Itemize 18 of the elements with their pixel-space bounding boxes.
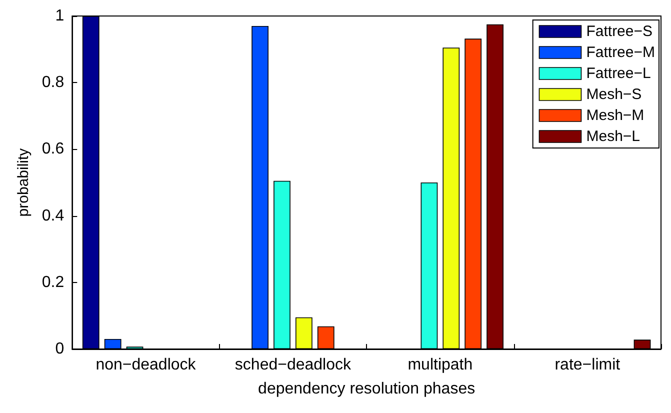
x-tick-label: non−deadlock [96,356,197,374]
y-tick-label: 0.8 [42,74,64,92]
x-tick-label: rate−limit [554,356,621,374]
legend-label: Fattree−L [586,65,651,82]
legend-label: Fattree−S [586,23,653,40]
y-axis-title: probability [15,148,32,217]
legend-label: Mesh−L [586,128,640,145]
x-tick-label: sched−deadlock [234,356,352,374]
x-tick-label: multipath [408,356,473,374]
legend-label: Mesh−S [586,86,642,103]
y-tick-label: 0 [55,340,64,358]
y-tick-label: 0.2 [42,274,64,291]
y-tick-label: 1 [55,8,64,24]
y-tick-label: 0.6 [42,140,64,158]
legend-label: Mesh−M [586,107,644,124]
x-axis-title: dependency resolution phases [258,380,476,398]
y-tick-label: 0.4 [42,207,64,224]
legend-label: Fattree−M [586,44,656,61]
